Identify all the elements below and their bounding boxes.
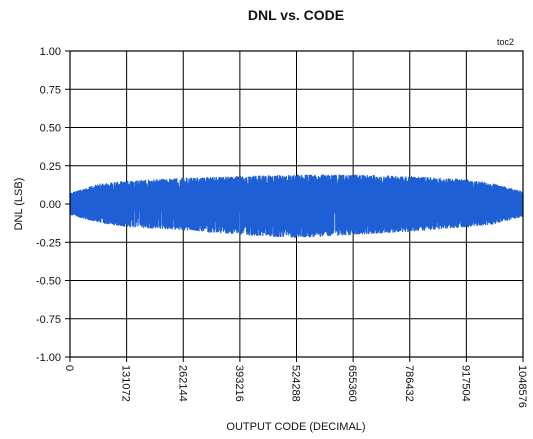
x-tick-label: 655360 <box>346 365 358 402</box>
x-tick-label: 393216 <box>233 365 245 402</box>
x-tick-label: 524288 <box>290 365 302 402</box>
x-tick-label: 0 <box>63 365 75 371</box>
y-tick-label: 0.50 <box>40 123 61 135</box>
y-tick-label: -0.75 <box>36 314 61 326</box>
y-tick-labels: 1.00 0.75 0.50 0.25 0.00 -0.25 -0.50 -0.75 -1.00 <box>36 46 61 364</box>
x-tick-label: 786432 <box>403 365 415 402</box>
dnl-series-line <box>69 174 524 238</box>
y-axis-label: DNL (LSB) <box>13 178 25 231</box>
y-tick-label: 0.00 <box>40 199 61 211</box>
y-tick-label: 0.75 <box>40 84 61 96</box>
x-tick-label: 131072 <box>120 365 132 402</box>
plot-frame <box>69 50 524 358</box>
y-tick-label: 1.00 <box>40 46 61 58</box>
y-tick-label: -0.50 <box>36 276 61 288</box>
x-tick-label: 262144 <box>176 365 188 402</box>
x-tick-label: 917504 <box>459 365 471 402</box>
x-axis-label: OUTPUT CODE (DECIMAL) <box>226 421 365 433</box>
chart-annotation: toc2 <box>497 37 514 47</box>
series-layer <box>69 174 524 238</box>
chart-title: DNL vs. CODE <box>248 7 344 23</box>
y-tick-label: 0.25 <box>40 161 61 173</box>
x-tick-labels: 0 131072 262144 393216 524288 655360 786432 917… <box>63 365 528 408</box>
x-tick-label: 1048576 <box>516 365 528 408</box>
y-tick-label: -0.25 <box>36 237 61 249</box>
y-tick-label: -1.00 <box>36 352 61 364</box>
